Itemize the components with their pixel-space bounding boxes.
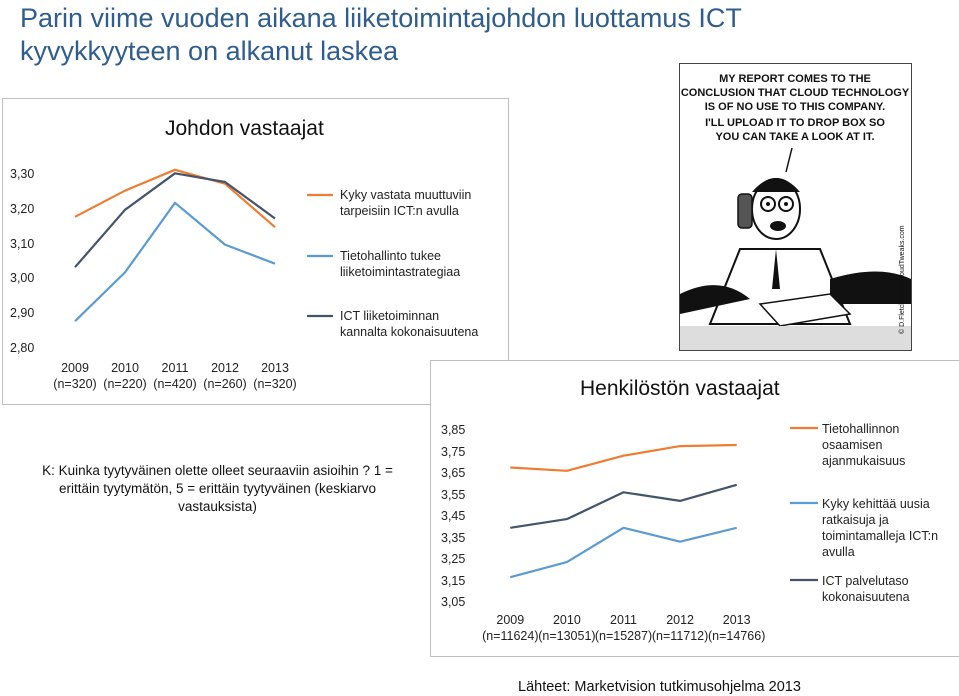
x-category-label: 2010 (n=13051): [538, 613, 596, 643]
svg-text:MY REPORT COMES TO THE: MY REPORT COMES TO THE: [719, 73, 871, 85]
comic-credit: © D.Fletcher for CloudTweaks.com: [898, 225, 906, 334]
series-line-3: [510, 483, 738, 529]
svg-text:YOU CAN TAKE A LOOK AT IT.: YOU CAN TAKE A LOOK AT IT.: [715, 131, 874, 143]
management-chart-title: Johdon vastaajat: [165, 117, 324, 140]
source-note: Lähteet: Marketvision tutkimusohjelma 20…: [518, 679, 801, 695]
legend-label: ICT palvelutaso kokonaisuutena: [822, 574, 910, 604]
management-legend-item-1: Kyky vastata muuttuviin tarpeisiin ICT:n…: [340, 187, 500, 219]
y-tick-label: 3,10: [10, 236, 35, 251]
x-category-label: 2012 (n=260): [203, 361, 247, 391]
management-legend-item-2: Tietohallinto tukee liiketoimintastrateg…: [340, 248, 500, 280]
x-category-label: 2013 (n=320): [253, 361, 297, 391]
series-line-2: [74, 201, 276, 322]
svg-text:CONCLUSION THAT CLOUD TECHNOLO: CONCLUSION THAT CLOUD TECHNOLOGY: [681, 87, 910, 99]
management-chart-panel: Johdon vastaajat: [2, 98, 509, 405]
staff-legend-item-1: Tietohallinnon osaamisen ajanmukaisuus: [822, 421, 954, 469]
x-category-label: 2011 (n=15287): [594, 613, 653, 643]
staff-legend-item-3: ICT palvelutaso kokonaisuutena: [822, 573, 954, 605]
y-tick-label: 2,80: [10, 341, 35, 355]
y-tick-label: 3,45: [441, 509, 466, 523]
y-tick-label: 2,90: [10, 306, 35, 321]
x-category-label: 2012 (n=11712): [651, 613, 709, 643]
series-line-1: [74, 168, 276, 229]
y-tick-label: 3,05: [441, 595, 466, 609]
x-category-label: 2009 (n=320): [53, 361, 97, 391]
y-tick-label: 3,75: [441, 444, 466, 459]
survey-question: K: Kuinka tyytyväinen olette olleet seur…: [42, 463, 393, 514]
y-tick-label: 3,65: [441, 466, 466, 480]
comic-image: MY REPORT COMES TO THE CONCLUSION THAT C…: [679, 63, 912, 351]
x-category-label: 2013 (n=14766): [708, 613, 766, 643]
y-tick-label: 3,35: [441, 530, 466, 545]
management-legend-item-3: ICT liiketoiminnan kannalta kokonaisuute…: [340, 308, 480, 340]
legend-label: Kyky vastata muuttuviin tarpeisiin ICT:n…: [340, 188, 472, 218]
staff-legend-item-2: Kyky kehittää uusia ratkaisuja ja toimin…: [822, 496, 954, 560]
svg-text:IS OF NO USE TO THIS COMPANY.: IS OF NO USE TO THIS COMPANY.: [705, 101, 886, 113]
y-tick-label: 3,15: [441, 573, 466, 588]
slide-title: Parin viime vuoden aikana liiketoimintaj…: [20, 3, 742, 66]
series-line-2: [510, 526, 737, 579]
legend-label: Tietohallinnon osaamisen ajanmukaisuus: [822, 422, 906, 468]
svg-text:I'LL UPLOAD IT TO DROP BOX SO: I'LL UPLOAD IT TO DROP BOX SO: [705, 117, 885, 129]
y-tick-label: 3,55: [441, 487, 466, 502]
y-tick-label: 3,30: [10, 167, 35, 181]
x-category-label: 2010 (n=220): [103, 361, 147, 391]
legend-label: Kyky kehittää uusia ratkaisuja ja toimin…: [822, 497, 939, 559]
y-tick-label: 3,00: [10, 271, 35, 286]
y-tick-label: 3,25: [441, 552, 466, 566]
staff-chart-title: Henkilöstön vastaajat: [580, 377, 780, 400]
y-tick-label: 3,85: [441, 423, 466, 437]
legend-label: Tietohallinto tukee liiketoimintastrateg…: [340, 249, 461, 279]
comic-drawing: MY REPORT COMES TO THE CONCLUSION THAT C…: [680, 73, 911, 350]
x-category-label: 2009 (n=11624): [482, 613, 539, 643]
legend-label: ICT liiketoiminnan kannalta kokonaisuute…: [340, 309, 479, 339]
series-line-1: [510, 443, 737, 472]
staff-chart-panel: Henkilöstön vastaajat: [430, 360, 959, 657]
x-category-label: 2011 (n=420): [153, 361, 197, 391]
y-tick-label: 3,20: [10, 201, 35, 216]
